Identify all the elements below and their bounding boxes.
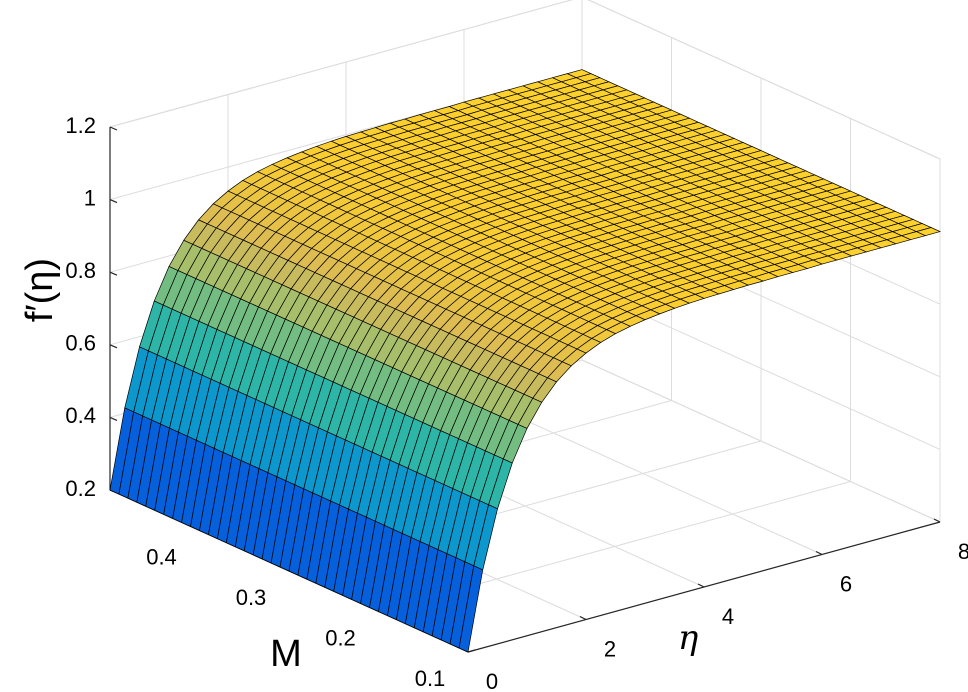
grid-line: [581, 359, 941, 523]
z-tick-label: 0.6: [65, 331, 96, 356]
y-tick-label: 0.1: [415, 666, 446, 691]
z-tick: [109, 416, 118, 421]
x-axis-label: η: [678, 618, 699, 658]
y-axis-label: M: [270, 633, 302, 675]
z-axis-label: f′(η): [19, 258, 61, 322]
z-tick-label: 1.2: [65, 113, 96, 138]
x-tick: [697, 583, 705, 588]
x-tick-label: 4: [722, 604, 734, 629]
y-tick-label: 0.2: [325, 625, 356, 650]
x-tick-label: 8: [958, 539, 968, 564]
z-tick-label: 1: [84, 185, 96, 210]
z-tick-label: 0.8: [65, 258, 96, 283]
z-tick: [109, 271, 118, 276]
x-tick-label: 2: [604, 636, 616, 661]
z-tick-label: 0.4: [65, 403, 96, 428]
x-tick: [579, 615, 587, 621]
y-tick-label: 0.3: [236, 585, 267, 610]
z-tick: [109, 344, 118, 349]
y-tick-label: 0.4: [146, 544, 177, 569]
y-tick: [467, 649, 476, 653]
box-edge: [109, 0, 573, 128]
x-tick: [933, 518, 941, 523]
box-edge: [587, 0, 941, 160]
x-tick-label: 6: [840, 571, 852, 596]
z-tick: [109, 126, 118, 131]
surface-patch: [458, 565, 484, 653]
x-tick: [815, 550, 823, 556]
x-tick-label: 0: [486, 669, 498, 692]
z-tick-label: 0.2: [65, 476, 96, 501]
z-tick: [109, 199, 118, 204]
